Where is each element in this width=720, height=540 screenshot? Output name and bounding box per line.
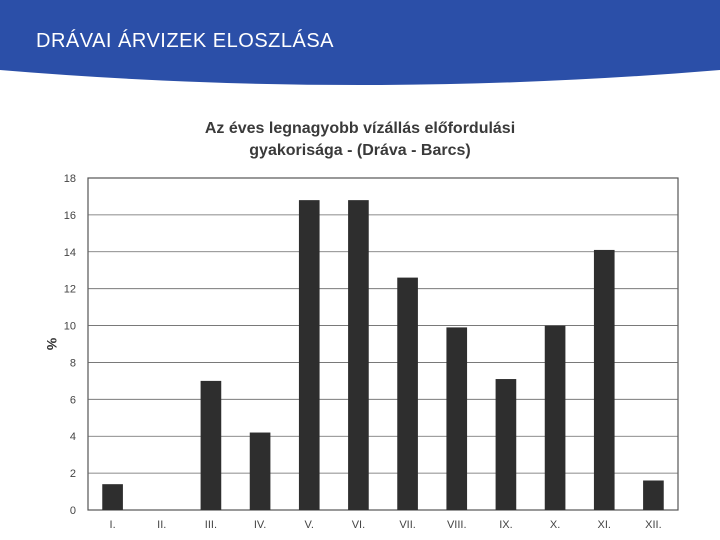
chart-title-line-1: Az éves legnagyobb vízállás előfordulási — [204, 120, 516, 137]
x-tick-label: II. — [157, 519, 166, 531]
bar-3 — [200, 380, 222, 510]
y-tick-label: 6 — [70, 394, 76, 406]
y-tick-label: 16 — [64, 210, 76, 222]
x-tick-label: VII. — [399, 519, 416, 531]
bar-1 — [102, 484, 123, 510]
bar-4 — [249, 432, 271, 510]
slide-title: DRÁVAI ÁRVIZEK ELOSZLÁSA — [36, 30, 335, 52]
y-tick-label: 4 — [70, 431, 76, 443]
chart-area: Az éves legnagyobb vízállás előfordulási… — [0, 100, 720, 540]
y-tick-label: 12 — [64, 284, 76, 296]
bar-10 — [544, 325, 566, 510]
chart-title: Az éves legnagyobb vízállás előfordulási… — [130, 118, 590, 162]
x-tick-label: I. — [110, 519, 116, 531]
header-band — [0, 0, 720, 85]
bar-5 — [298, 200, 320, 510]
y-axis-label: % — [44, 338, 60, 351]
chart-title-line-2: gyakorisága - (Dráva - Barcs) — [249, 142, 471, 159]
y-tick-label: 8 — [70, 357, 76, 369]
bar-12 — [643, 480, 664, 510]
y-tick-label: 18 — [64, 173, 76, 185]
bar-7 — [397, 277, 418, 510]
y-tick-label: 0 — [70, 505, 76, 517]
bar-8 — [446, 327, 468, 510]
y-tick-label: 14 — [64, 247, 76, 259]
x-tick-label: XI. — [598, 519, 611, 531]
x-tick-label: IX. — [499, 519, 512, 531]
x-tick-label: VI. — [352, 519, 365, 531]
bar-chart: 0 2 4 6 8 10 12 14 16 18% I. II. III. IV. V. VI. VII. VII… — [44, 173, 679, 531]
y-tick-label: 2 — [70, 468, 76, 480]
y-tick-label: 10 — [64, 321, 76, 333]
x-tick-label: VIII. — [447, 519, 467, 531]
x-tick-label: X. — [550, 519, 560, 531]
x-tick-label: III. — [205, 519, 217, 531]
header-band-shape — [0, 0, 720, 85]
bar-9 — [495, 379, 517, 510]
slide-header: DRÁVAI ÁRVIZEK ELOSZLÁSA — [0, 0, 720, 88]
x-tick-label: XII. — [645, 519, 662, 531]
plot-frame — [87, 177, 679, 511]
bar-11 — [593, 249, 615, 510]
x-tick-label: IV. — [254, 519, 266, 531]
bar-6 — [348, 200, 369, 510]
x-tick-label: V. — [305, 519, 314, 531]
